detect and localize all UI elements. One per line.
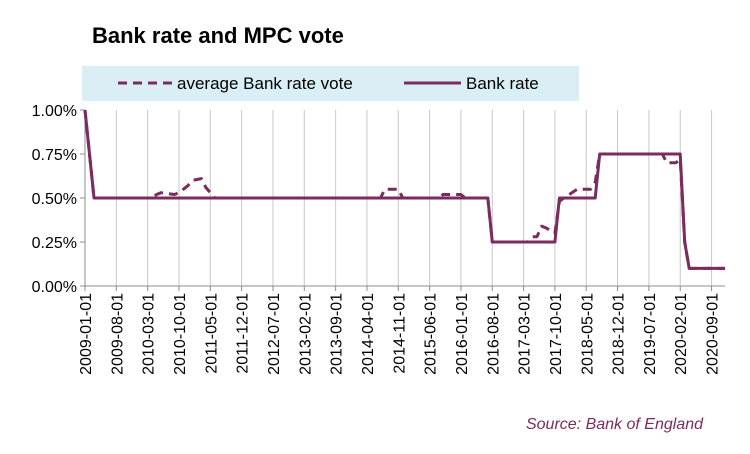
x-tick-label: 2009-01-01 (78, 293, 95, 375)
legend: average Bank rate vote Bank rate (82, 66, 579, 101)
x-tick-label: 2017-03-01 (517, 293, 534, 375)
x-tick-label: 2012-07-01 (266, 293, 283, 375)
x-tick-label: 2013-02-01 (297, 293, 314, 375)
plot-area (83, 109, 725, 270)
legend-label-average-vote: average Bank rate vote (177, 74, 353, 93)
x-tick-label: 2015-06-01 (423, 293, 440, 375)
x-tick-label: 2016-01-01 (454, 293, 471, 375)
x-axis: 2009-01-01 2009-08-01 2010-03-01 2010-10-01… (78, 285, 725, 375)
source-note: Source: Bank of England (526, 416, 704, 433)
x-tick-label: 2016-08-01 (485, 293, 502, 375)
x-tick-label: 2011-05-01 (203, 293, 220, 374)
x-tick-label: 2020-09-01 (705, 293, 722, 375)
chart-title: Bank rate and MPC vote (92, 23, 344, 48)
y-tick-label: 0.75% (32, 147, 77, 164)
x-tick-label: 2019-07-01 (642, 293, 659, 375)
y-axis: 0.00% 0.25% 0.50% 0.75% 1.00% (32, 103, 86, 296)
y-tick-label: 0.50% (32, 191, 77, 208)
x-tick-label: 2010-03-01 (141, 293, 158, 375)
x-tick-label: 2010-10-01 (172, 293, 189, 375)
x-tick-label: 2018-05-01 (579, 293, 596, 375)
x-tick-label: 2014-11-01 (391, 293, 408, 374)
series-line-bank-rate (83, 109, 725, 270)
x-tick-label: 2011-12-01 (235, 293, 252, 374)
y-tick-label: 0.25% (32, 235, 77, 252)
x-tick-label: 2014-04-01 (360, 293, 377, 375)
x-tick-label: 2013-09-01 (329, 293, 346, 375)
x-tick-label: 2018-12-01 (611, 293, 628, 375)
y-tick-label: 1.00% (32, 103, 77, 120)
y-tick-label: 0.00% (32, 279, 77, 296)
x-tick-label: 2009-08-01 (109, 293, 126, 375)
series-line-average-vote (83, 109, 725, 270)
x-tick-label: 2017-10-01 (548, 293, 565, 375)
x-tick-label: 2020-02-01 (673, 293, 690, 375)
legend-label-bank-rate: Bank rate (466, 74, 539, 93)
